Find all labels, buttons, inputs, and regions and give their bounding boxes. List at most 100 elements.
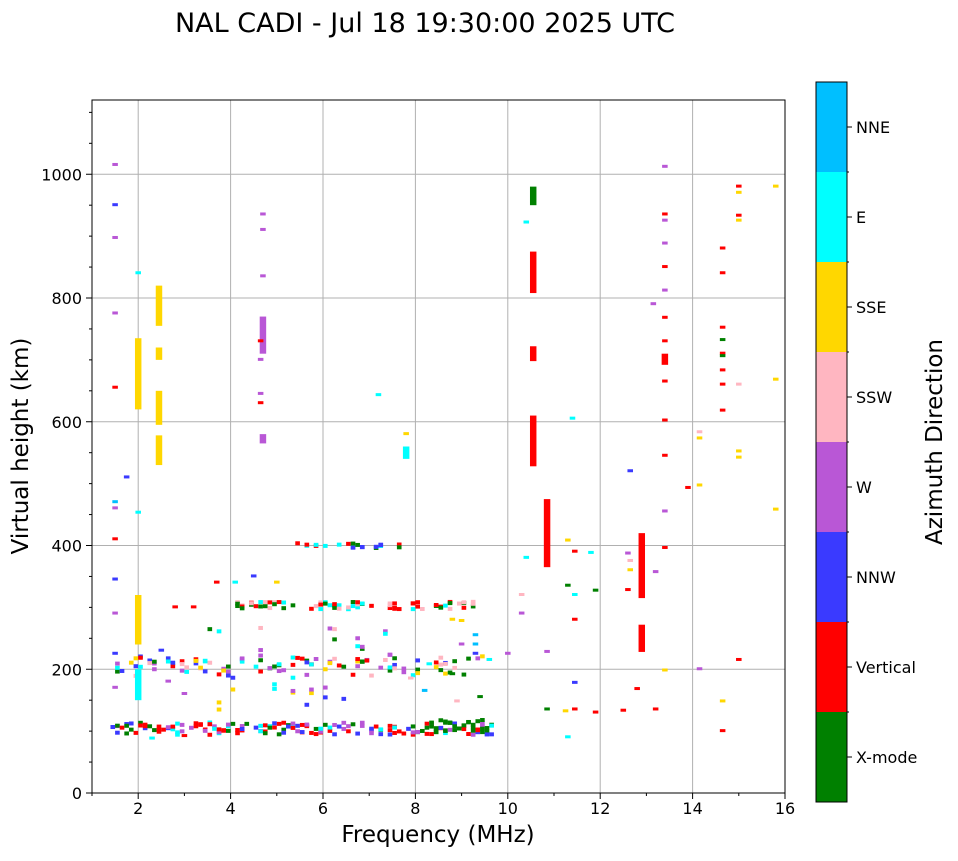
echo-mark — [276, 669, 282, 674]
x-tick-label: 2 — [133, 799, 143, 818]
echo-mark — [115, 669, 120, 674]
echo-mark — [387, 728, 393, 733]
echo-mark — [420, 728, 425, 733]
echo-mark — [115, 661, 120, 666]
echo-mark — [443, 671, 448, 676]
echo-mark — [216, 700, 222, 705]
echo-mark — [461, 600, 467, 605]
echo-mark — [290, 675, 296, 680]
echo-mark — [433, 730, 439, 735]
echo-column — [155, 347, 163, 360]
y-tick-label: 400 — [51, 537, 82, 556]
echo-point — [123, 475, 130, 479]
echo-mark — [253, 725, 259, 730]
echo-mark — [267, 600, 273, 605]
echo-point — [696, 430, 703, 434]
echo-mark — [170, 727, 176, 732]
echo-mark — [341, 720, 347, 725]
echo-mark — [184, 665, 190, 670]
echo-point — [112, 611, 118, 615]
echo-point — [650, 302, 657, 306]
echo-mark — [318, 726, 323, 731]
echo-mark — [258, 604, 263, 609]
echo-mark — [336, 724, 342, 729]
echo-mark — [179, 729, 185, 734]
echo-point — [772, 507, 779, 511]
echo-mark — [258, 625, 263, 630]
colorbar-tick-label: SSW — [856, 388, 892, 407]
echo-mark — [420, 606, 425, 611]
echo-mark — [119, 668, 125, 673]
echo-mark — [355, 731, 360, 736]
echo-mark — [433, 603, 439, 608]
echo-mark — [429, 720, 434, 725]
echo-mark — [484, 729, 490, 734]
echo-mark — [438, 718, 444, 723]
echo-point — [662, 218, 668, 222]
x-tick-label: 14 — [682, 799, 702, 818]
echo-mark — [332, 602, 337, 607]
echo-mark — [350, 545, 356, 550]
echo-point — [112, 162, 118, 166]
echo-mark — [346, 729, 351, 734]
echo-mark — [198, 722, 203, 727]
echo-mark — [461, 727, 467, 732]
echo-mark — [470, 722, 476, 727]
echo-mark — [355, 542, 360, 547]
echo-mark — [161, 727, 166, 732]
echo-mark — [470, 732, 476, 737]
echo-point — [627, 568, 634, 572]
echo-mark — [327, 661, 333, 666]
echo-point — [736, 218, 742, 222]
echo-mark — [396, 729, 402, 734]
y-tick-label: 0 — [72, 784, 82, 803]
echo-mark — [272, 664, 277, 669]
echo-point — [158, 648, 165, 652]
echo-mark — [480, 726, 485, 731]
echo-mark — [452, 724, 457, 729]
echo-mark — [258, 600, 263, 605]
echo-column — [638, 624, 646, 652]
echo-column — [134, 595, 142, 645]
echo-mark — [323, 543, 328, 548]
echo-mark — [216, 672, 222, 677]
echo-point — [736, 455, 742, 459]
echo-point — [257, 391, 264, 395]
echo-mark — [415, 667, 421, 672]
echo-mark — [262, 600, 268, 605]
echo-mark — [355, 664, 360, 669]
echo-mark — [115, 730, 120, 735]
echo-mark — [438, 605, 444, 610]
echo-mark — [309, 687, 314, 692]
echo-mark — [480, 721, 485, 726]
echo-mark — [313, 732, 319, 737]
echo-mark — [387, 668, 393, 673]
echo-mark — [392, 662, 397, 667]
echo-point — [523, 220, 530, 224]
echo-mark — [475, 656, 481, 661]
echo-mark — [443, 728, 448, 733]
echo-mark — [466, 720, 471, 725]
echo-mark — [239, 659, 245, 664]
echo-point — [736, 657, 742, 661]
echo-point — [662, 545, 668, 549]
echo-point — [719, 338, 726, 342]
echo-mark — [142, 726, 148, 731]
echo-mark — [456, 726, 462, 731]
echo-mark — [286, 724, 291, 729]
echo-column — [402, 446, 410, 459]
echo-mark — [290, 725, 296, 730]
echo-mark — [258, 653, 263, 658]
echo-mark — [128, 660, 134, 665]
colorbar-segment — [816, 712, 847, 802]
echo-mark — [276, 600, 282, 605]
echo-point — [662, 668, 668, 672]
echo-mark — [207, 660, 213, 665]
echo-point — [662, 315, 668, 319]
echo-mark — [281, 720, 287, 725]
echo-point — [135, 271, 141, 275]
echo-mark — [276, 721, 282, 726]
echo-mark — [179, 662, 185, 667]
echo-mark — [147, 661, 153, 666]
echo-mark — [359, 646, 365, 651]
